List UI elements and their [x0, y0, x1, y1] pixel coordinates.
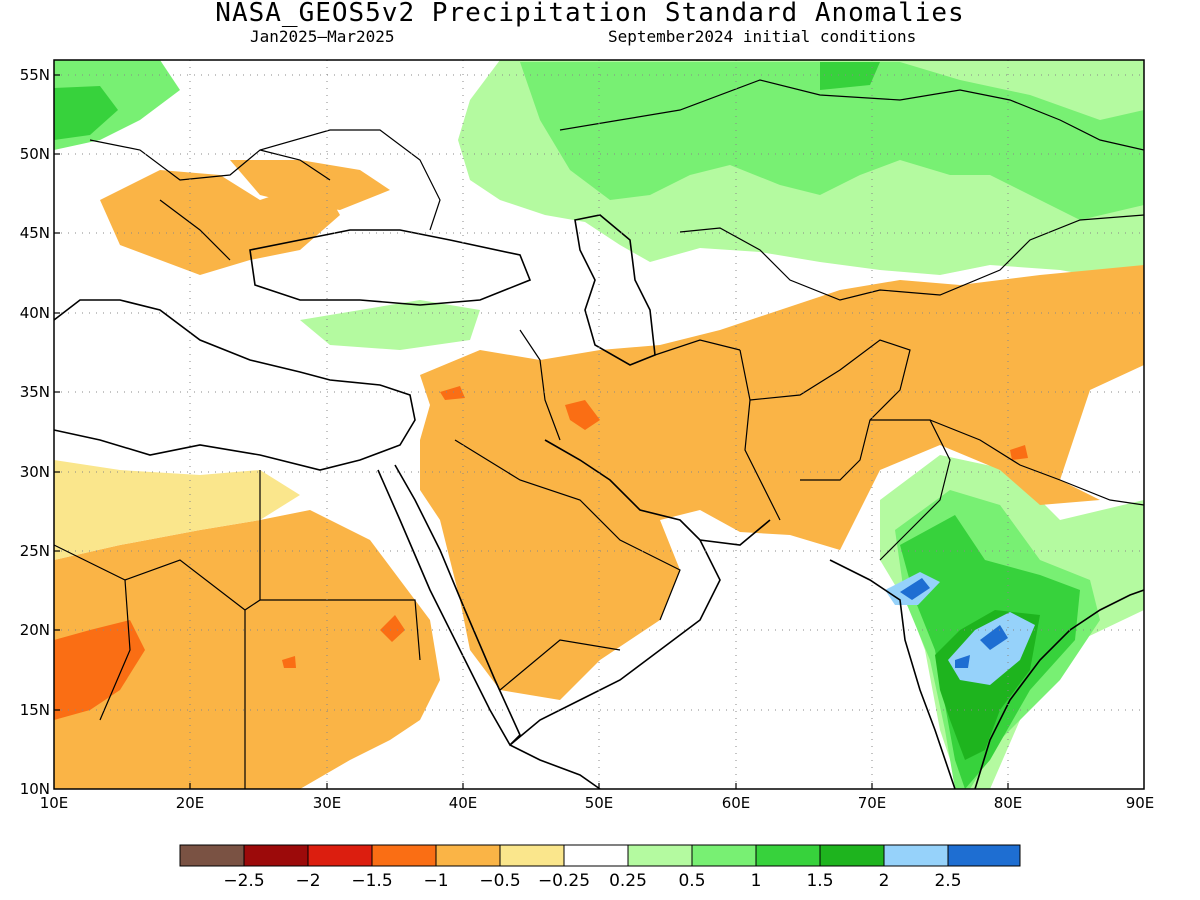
colorbar-swatch [243, 844, 309, 867]
colorbar-swatch [691, 844, 757, 867]
mediterranean-coast [53, 299, 416, 471]
border-central-asia [654, 214, 1145, 356]
border-africa-2 [260, 599, 421, 661]
border-himalaya [929, 419, 1145, 506]
initial-conditions: September2024 initial conditions [608, 27, 917, 46]
border-india-pakistan [870, 419, 951, 561]
colorbar-label: −1.5 [351, 871, 392, 891]
lat-label: 10N [20, 780, 50, 798]
lat-label: 50N [20, 145, 50, 163]
colorbar-label: 1.5 [806, 871, 833, 891]
colorbar-swatch [819, 844, 885, 867]
lon-label: 20E [176, 794, 205, 812]
african-horn-coast [509, 744, 601, 790]
indian-coast [829, 559, 1145, 790]
colorbar: −2.5 −2 −1.5 −1 −0.5 −0.25 0.25 0.5 1 1.… [179, 844, 1021, 891]
caspian-sea [574, 214, 656, 366]
border-europe [89, 129, 441, 261]
wet-anomaly-east-mediterranean [300, 300, 480, 350]
border-africa-4 [53, 544, 131, 721]
gridlines [54, 60, 1144, 789]
anomaly-fields [54, 60, 1144, 789]
dry-anomaly-middle-east [420, 265, 1144, 700]
lon-label: 70E [858, 794, 887, 812]
colorbar-label: −2.5 [223, 871, 264, 891]
lat-label: 45N [20, 224, 50, 242]
colorbar-swatch [947, 844, 1021, 867]
border-iran-east [739, 349, 781, 521]
border-iran-iraq [519, 329, 561, 441]
dry-anomaly-north-africa [54, 510, 440, 789]
lat-label: 15N [20, 701, 50, 719]
lon-label: 30E [313, 794, 342, 812]
colorbar-label: −1 [423, 871, 448, 891]
colorbar-swatch [499, 844, 565, 867]
wet-anomaly-central-asia-core [520, 62, 1144, 220]
lon-label: 80E [994, 794, 1023, 812]
colorbar-label: 0.25 [609, 871, 647, 891]
colorbar-swatch [755, 844, 821, 867]
colorbar-swatch [435, 844, 501, 867]
border-kazakhstan-russia [559, 79, 1145, 151]
dry-anomaly-mild [54, 460, 300, 560]
colorbar-swatch [627, 844, 693, 867]
lat-label: 25N [20, 542, 50, 560]
colorbar-label: −2 [295, 871, 320, 891]
latitude-labels: 55N 50N 45N 40N 35N 30N 25N 20N 15N 10N [20, 66, 50, 798]
lat-label: 35N [20, 383, 50, 401]
lon-label: 40E [449, 794, 478, 812]
border-africa-3 [124, 559, 246, 611]
colorbar-swatch [179, 844, 245, 867]
colorbar-swatch [371, 844, 437, 867]
colorbar-label: −0.5 [479, 871, 520, 891]
lat-label: 55N [20, 66, 50, 84]
wet-anomaly-gujarat-max [900, 578, 930, 600]
dry-anomaly-ukraine [230, 160, 390, 210]
dry-anomaly-himalaya-core [1010, 445, 1028, 460]
arabian-coast [509, 539, 721, 746]
colorbar-swatch [883, 844, 949, 867]
longitude-labels: 10E 20E 30E 40E 50E 60E 70E 80E 90E [40, 794, 1155, 812]
coastlines [53, 214, 1145, 790]
border-afghanistan [749, 339, 911, 481]
country-borders [53, 79, 1145, 789]
wet-anomaly-india-max [955, 625, 1008, 668]
persian-gulf [544, 439, 771, 546]
forecast-period: Jan2025–Mar2025 [250, 27, 395, 46]
black-sea [249, 229, 532, 306]
lon-label: 50E [585, 794, 614, 812]
wet-anomaly-steppe [820, 62, 880, 90]
colorbar-label: 1 [751, 871, 762, 891]
dry-anomaly-middle-east-core [440, 386, 600, 430]
border-arabia [454, 439, 681, 691]
lat-label: 20N [20, 621, 50, 639]
lon-label: 90E [1126, 794, 1155, 812]
dry-anomaly-sudan-core [282, 615, 405, 668]
tick-marks [54, 74, 1009, 789]
lon-label: 10E [40, 794, 69, 812]
lat-label: 30N [20, 463, 50, 481]
colorbar-swatch [307, 844, 373, 867]
border-africa-1 [244, 470, 261, 789]
colorbar-label: 2 [879, 871, 890, 891]
colorbar-label: −0.25 [538, 871, 590, 891]
chart-title: NASA_GEOS5v2 Precipitation Standard Anom… [215, 0, 965, 28]
colorbar-swatch [563, 844, 629, 867]
wet-anomaly-europe-nw-core [54, 86, 118, 140]
colorbar-label: 2.5 [934, 871, 961, 891]
colorbar-label: 0.5 [678, 871, 705, 891]
dry-anomaly-west-africa-core [54, 620, 145, 720]
lat-label: 40N [20, 304, 50, 322]
lon-label: 60E [722, 794, 751, 812]
